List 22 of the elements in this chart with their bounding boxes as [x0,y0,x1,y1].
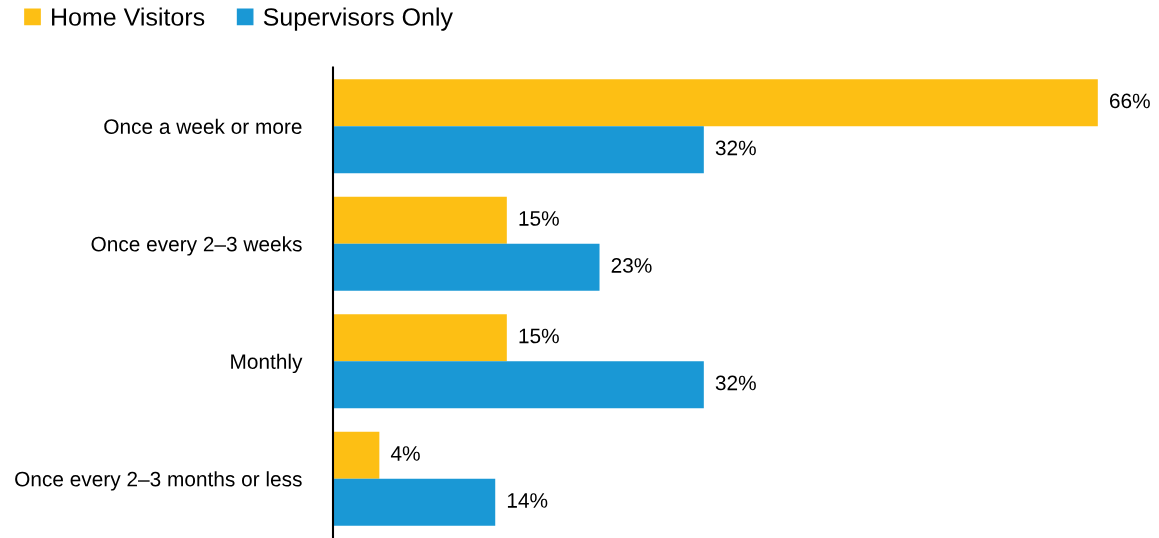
data-label: 4% [390,446,420,461]
bar [333,314,507,362]
data-label: 66% [1109,93,1150,109]
bar [333,126,704,174]
y-tick-label: Once a week or more [104,118,302,134]
data-label: 32% [715,375,756,391]
y-tick-label: Once every 2–3 months or less [15,471,302,491]
data-label: 15% [519,211,559,226]
bar [333,79,1098,127]
bar [333,431,380,479]
bar [333,361,704,409]
y-tick-label: Monthly [231,353,303,374]
data-label: 23% [611,258,652,273]
data-label: 32% [715,140,756,156]
bar [333,196,507,244]
y-tick-label: Once every 2–3 weeks [91,236,302,256]
bar [333,243,600,291]
data-label: 15% [519,328,559,344]
legend-label: Home Visitors [52,7,205,26]
bar [333,478,496,526]
legend-label: Supervisors Only [263,7,453,31]
data-label: 14% [507,493,548,508]
